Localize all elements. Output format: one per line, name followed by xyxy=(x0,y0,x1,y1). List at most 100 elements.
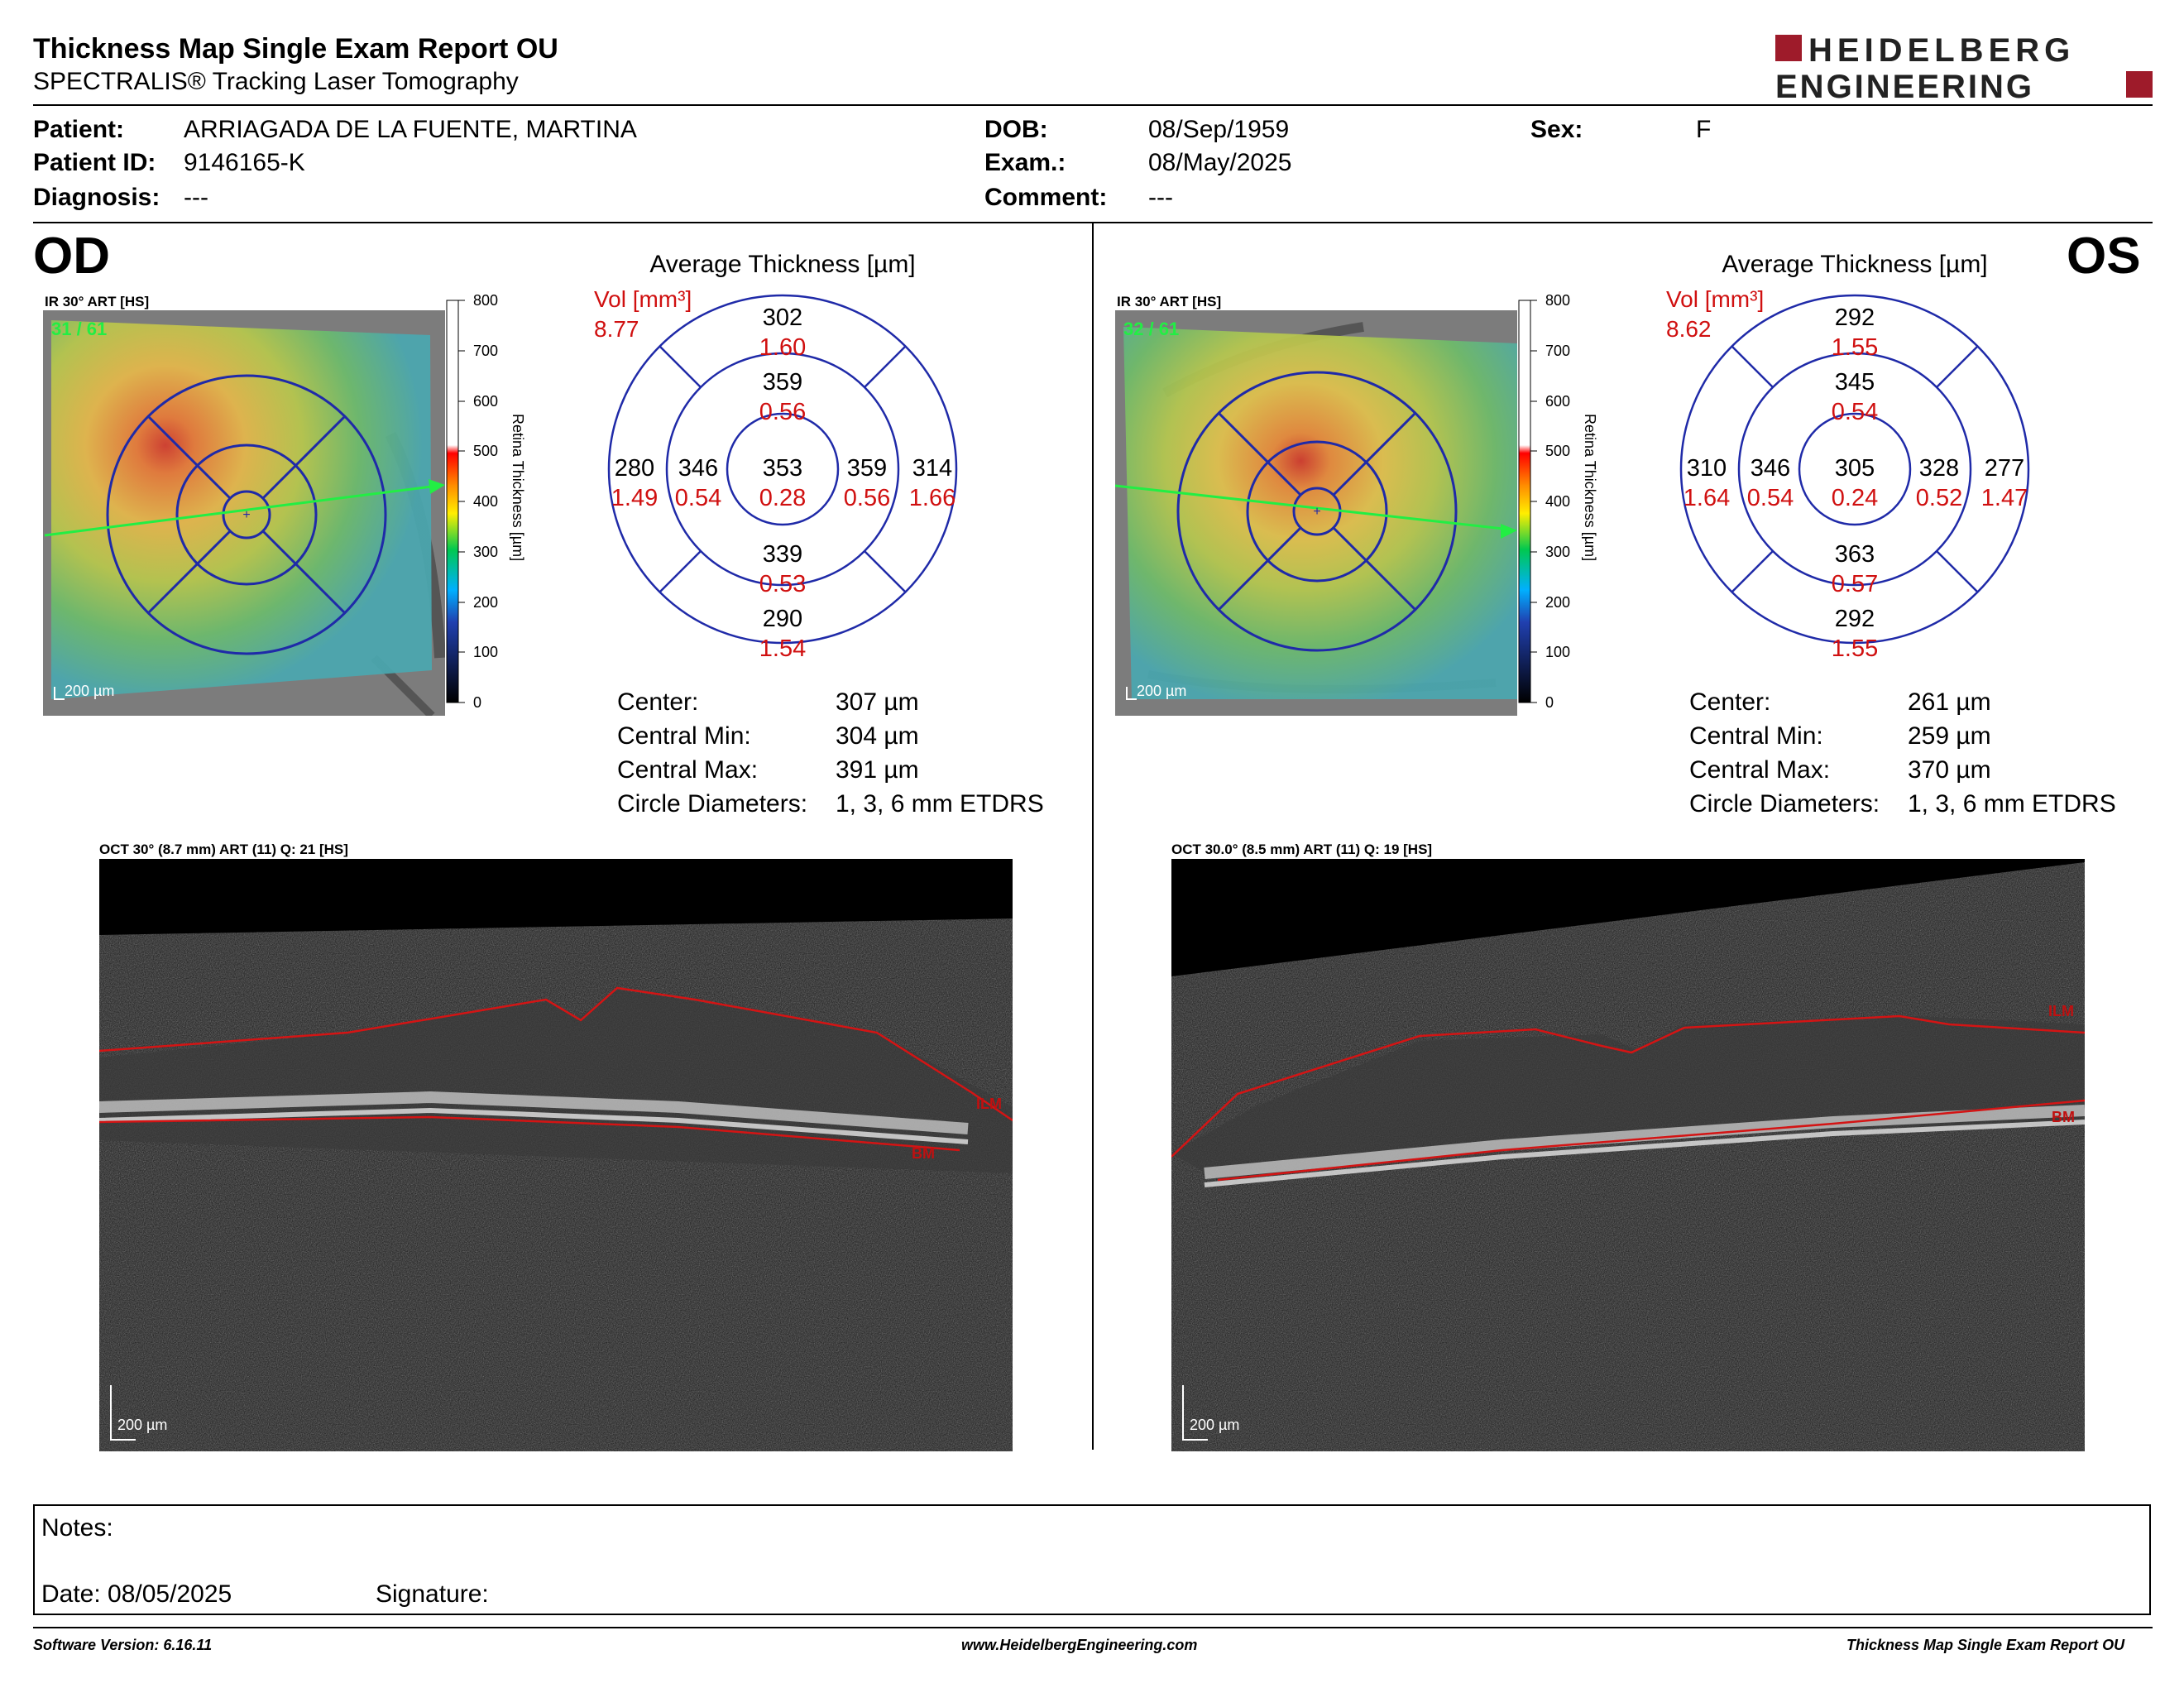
os-outer-top-volume: 1.55 xyxy=(1832,334,1878,361)
od-scale-tick-0: 0 xyxy=(473,694,481,711)
os-inner-right-thickness: 328 xyxy=(1919,455,1959,482)
od-inner-left-volume: 0.54 xyxy=(675,485,721,511)
os-outer-right-volume: 1.47 xyxy=(1981,485,2028,511)
os-center-volume: 0.24 xyxy=(1832,485,1878,511)
od-outer-bottom-volume: 1.54 xyxy=(759,635,806,662)
os-inner-left-volume: 0.54 xyxy=(1747,485,1794,511)
website-link[interactable]: www.HeidelbergEngineering.com xyxy=(961,1637,1198,1653)
od-min-value: 304 µm xyxy=(836,722,919,750)
od-oct-label: OCT 30° (8.7 mm) ART (11) Q: 21 [HS] xyxy=(99,842,348,857)
os-scan-line xyxy=(1115,484,1511,531)
os-ilm-label: ILM xyxy=(2048,1003,2074,1019)
software-version: Software Version: 6.16.11 xyxy=(33,1637,213,1653)
os-ir-image: + 32 / 61 200 µm xyxy=(1115,310,1517,716)
od-max-value: 391 µm xyxy=(836,756,919,784)
footer-divider xyxy=(33,1627,2153,1628)
heidelberg-logo: HEIDELBERG ENGINEERING xyxy=(1775,32,2153,101)
od-inner-bottom-thickness: 339 xyxy=(763,541,802,568)
od-ir-image: + 31 / 61 200 µm xyxy=(43,310,445,716)
os-etdrs-overlay xyxy=(1176,371,1458,652)
os-max-label: Central Max: xyxy=(1689,756,1831,784)
sex-label: Sex: xyxy=(1530,116,1583,143)
od-ilm-line xyxy=(99,986,1013,1122)
os-outer-left-volume: 1.64 xyxy=(1684,485,1730,511)
od-oct-image: ILM BM 200 µm xyxy=(99,859,1013,1451)
os-inner-top-volume: 0.54 xyxy=(1832,399,1878,425)
os-bm-label: BM xyxy=(2052,1109,2075,1125)
os-etdrs-grid: Average Thickness [µm] Vol [mm³] 8.62 29… xyxy=(1666,252,2030,662)
logo-line1: HEIDELBERG xyxy=(1808,32,2075,69)
od-bm-line xyxy=(99,1115,960,1152)
od-scale-tick-700: 700 xyxy=(473,343,498,359)
od-center-thickness: 353 xyxy=(763,455,802,482)
exam-label: Exam.: xyxy=(984,149,1066,176)
od-scale-tick-300: 300 xyxy=(473,544,498,560)
os-inner-bottom-volume: 0.57 xyxy=(1832,571,1878,597)
eye-separator xyxy=(1092,223,1094,1450)
os-scale-tick-500: 500 xyxy=(1545,443,1570,459)
os-max-value: 370 µm xyxy=(1908,756,1991,784)
od-center-volume: 0.28 xyxy=(759,485,806,511)
os-outer-top-thickness: 292 xyxy=(1835,305,1875,331)
od-diam-value: 1, 3, 6 mm ETDRS xyxy=(836,790,1044,818)
os-scale-tick-200: 200 xyxy=(1545,594,1570,611)
svg-text:+: + xyxy=(1313,505,1320,519)
os-min-label: Central Min: xyxy=(1689,722,1823,750)
date-label: Date: 08/05/2025 xyxy=(41,1580,232,1608)
od-inner-left-thickness: 346 xyxy=(678,455,718,482)
od-inner-right-volume: 0.56 xyxy=(844,485,890,511)
od-oct-scalebar: 200 µm xyxy=(117,1417,167,1433)
os-scale-tick-400: 400 xyxy=(1545,493,1570,510)
os-scale-title: Retina Thickness [µm] xyxy=(1582,414,1598,561)
signature-label: Signature: xyxy=(376,1580,489,1608)
dob-label: DOB: xyxy=(984,116,1048,143)
os-min-value: 259 µm xyxy=(1908,722,1991,750)
report-title: Thickness Map Single Exam Report OU xyxy=(33,33,558,65)
od-inner-bottom-volume: 0.53 xyxy=(759,571,806,597)
os-outer-bottom-thickness: 292 xyxy=(1835,606,1875,632)
info-divider xyxy=(33,222,2153,223)
comment-value: --- xyxy=(1148,184,1173,211)
od-ilm-label: ILM xyxy=(976,1096,1002,1112)
os-outer-bottom-volume: 1.55 xyxy=(1832,635,1878,662)
od-outer-right-thickness: 314 xyxy=(912,455,952,482)
os-scale-tick-0: 0 xyxy=(1545,694,1554,711)
os-ir-label: IR 30° ART [HS] xyxy=(1117,294,1222,309)
os-ir-counter: 32 / 61 xyxy=(1123,319,1179,339)
os-bm-line xyxy=(1217,1099,2085,1182)
os-grid-title: Average Thickness [µm] xyxy=(1722,252,1987,278)
od-eye-label: OD xyxy=(33,228,110,285)
notes-label: Notes: xyxy=(41,1514,113,1542)
os-scale-tick-100: 100 xyxy=(1545,644,1570,660)
patient-id: 9146165-K xyxy=(184,149,305,176)
diagnosis-value: --- xyxy=(184,184,208,211)
os-outer-right-thickness: 277 xyxy=(1985,455,2024,482)
os-diam-label: Circle Diameters: xyxy=(1689,790,1880,818)
patient-id-label: Patient ID: xyxy=(33,149,156,176)
od-inner-right-thickness: 359 xyxy=(847,455,887,482)
svg-text:+: + xyxy=(242,508,250,522)
od-diam-label: Circle Diameters: xyxy=(617,790,808,818)
od-grid-title: Average Thickness [µm] xyxy=(649,252,915,278)
os-outer-left-thickness: 310 xyxy=(1687,455,1727,482)
od-outer-top-thickness: 302 xyxy=(763,305,802,331)
od-ir-label: IR 30° ART [HS] xyxy=(45,294,150,309)
os-diam-value: 1, 3, 6 mm ETDRS xyxy=(1908,790,2116,818)
os-ir-scalebar: 200 µm xyxy=(1137,683,1186,699)
od-scale-title: Retina Thickness [µm] xyxy=(510,414,526,561)
od-ir-counter: 31 / 61 xyxy=(51,319,107,339)
od-outer-left-thickness: 280 xyxy=(615,455,654,482)
sex-value: F xyxy=(1696,116,1712,143)
exam-value: 08/May/2025 xyxy=(1148,149,1292,176)
patient-label: Patient: xyxy=(33,116,125,143)
os-oct-image: ILM BM 200 µm xyxy=(1171,859,2085,1451)
od-color-scale: 800 700 600 500 400 300 200 100 0 Retina… xyxy=(446,294,526,711)
od-scale-tick-400: 400 xyxy=(473,493,498,510)
os-inner-left-thickness: 346 xyxy=(1751,455,1790,482)
report-subtitle: SPECTRALIS® Tracking Laser Tomography xyxy=(33,68,519,95)
os-center-value: 261 µm xyxy=(1908,688,1991,716)
od-center-label: Center: xyxy=(617,688,699,716)
od-min-label: Central Min: xyxy=(617,722,751,750)
os-oct-label: OCT 30.0° (8.5 mm) ART (11) Q: 19 [HS] xyxy=(1171,842,1433,857)
od-vol-total: 8.77 xyxy=(594,316,639,342)
